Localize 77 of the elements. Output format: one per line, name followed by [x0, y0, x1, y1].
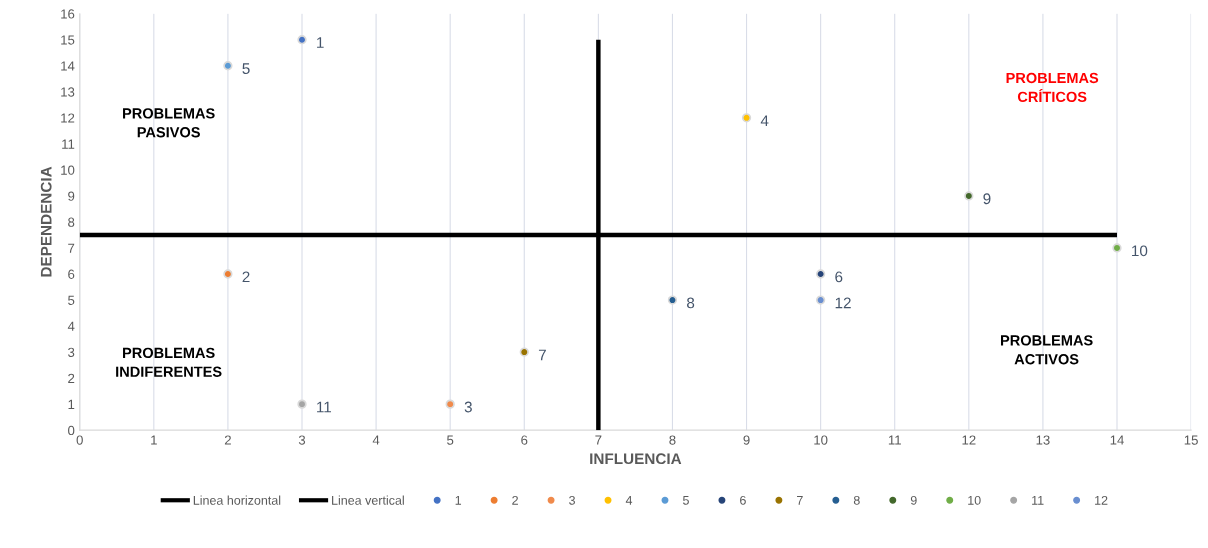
- annotation: PROBLEMAS INDIFERENTES: [116, 347, 222, 377]
- x-tick-label: 8: [669, 435, 676, 445]
- x-tick-label: 11: [888, 435, 901, 445]
- x-tick-label: 0: [76, 435, 83, 445]
- legend-label: 2: [512, 495, 518, 505]
- annotation: PROBLEMAS ACTIVOS: [1001, 335, 1093, 365]
- y-tick-label: 1: [68, 399, 75, 409]
- legend-label: Linea horizontal: [193, 495, 281, 505]
- point: [519, 347, 529, 357]
- point: [223, 269, 233, 279]
- legend-label: 4: [625, 496, 633, 505]
- legend-label: 3: [569, 495, 575, 505]
- x-tick-label: 6: [521, 435, 528, 445]
- point: [297, 35, 307, 45]
- legend-label: 11: [1032, 496, 1044, 505]
- y-tick-label: 6: [68, 269, 75, 279]
- y-tick-label: 0: [68, 425, 75, 436]
- legend-label: 12: [1095, 495, 1108, 505]
- text: 6: [835, 271, 843, 283]
- text: 5: [242, 63, 250, 75]
- annotation: PROBLEMAS CRÍTICOS: [1006, 72, 1099, 103]
- text: 3: [464, 401, 472, 413]
- y-tick-label: 12: [61, 113, 75, 123]
- legend-label: 6: [740, 495, 746, 505]
- legend-label: 9: [910, 495, 917, 505]
- point: [815, 269, 826, 279]
- y-tick-label: 2: [68, 373, 75, 383]
- text: 8: [687, 297, 695, 309]
- point: [815, 295, 826, 305]
- x-tick-label: 10: [814, 435, 828, 445]
- y-tick-label: 15: [61, 35, 75, 45]
- text: 9: [983, 193, 991, 205]
- y-tick-label: 3: [68, 347, 75, 357]
- text: 4: [760, 115, 769, 126]
- x-axis-title: INFLUENCIA: [590, 453, 682, 465]
- text: 12: [835, 297, 851, 309]
- x-tick-label: 1: [151, 435, 157, 445]
- point: [741, 113, 752, 123]
- point: [964, 191, 974, 201]
- x-tick-label: 9: [743, 435, 750, 445]
- x-tick-label: 2: [224, 435, 231, 445]
- legend-label: Linea vertical: [332, 495, 404, 505]
- point: [667, 295, 678, 305]
- x-tick-label: 4: [372, 435, 380, 445]
- point: [297, 399, 307, 409]
- text: 2: [242, 271, 250, 283]
- legend-label: 1: [455, 496, 462, 505]
- legend-label: 5: [682, 496, 689, 505]
- x-tick-label: 7: [595, 435, 602, 445]
- x-tick-label: 15: [1184, 435, 1198, 445]
- y-tick-label: 4: [67, 321, 75, 331]
- legend-label: 8: [853, 495, 860, 505]
- y-tick-label: 11: [62, 139, 75, 149]
- text: 10: [1132, 245, 1148, 257]
- y-tick-label: 10: [61, 165, 75, 175]
- y-tick-label: 9: [68, 191, 75, 201]
- x-tick-label: 5: [447, 435, 454, 445]
- annotation: PROBLEMAS PASIVOS: [123, 108, 215, 138]
- point: [223, 61, 233, 71]
- y-axis-title: DEPENDENCIA: [40, 166, 52, 277]
- text: 7: [538, 349, 546, 361]
- y-tick-label: 7: [68, 243, 75, 253]
- y-tick-label: 14: [61, 61, 75, 71]
- point: [1112, 243, 1122, 253]
- y-tick-label: 13: [61, 87, 75, 97]
- legend-label: 7: [797, 496, 803, 505]
- legend-label: 10: [968, 495, 981, 505]
- x-tick-label: 12: [962, 435, 976, 445]
- point: [445, 399, 455, 409]
- x-tick-label: 14: [1110, 435, 1124, 445]
- y-tick-label: 8: [68, 217, 75, 227]
- x-tick-label: 13: [1036, 435, 1050, 445]
- x-tick-label: 3: [298, 435, 306, 445]
- y-tick-label: 5: [68, 295, 75, 305]
- text: 11: [317, 401, 332, 413]
- y-tick-label: 16: [61, 9, 75, 19]
- text: 1: [317, 37, 324, 48]
